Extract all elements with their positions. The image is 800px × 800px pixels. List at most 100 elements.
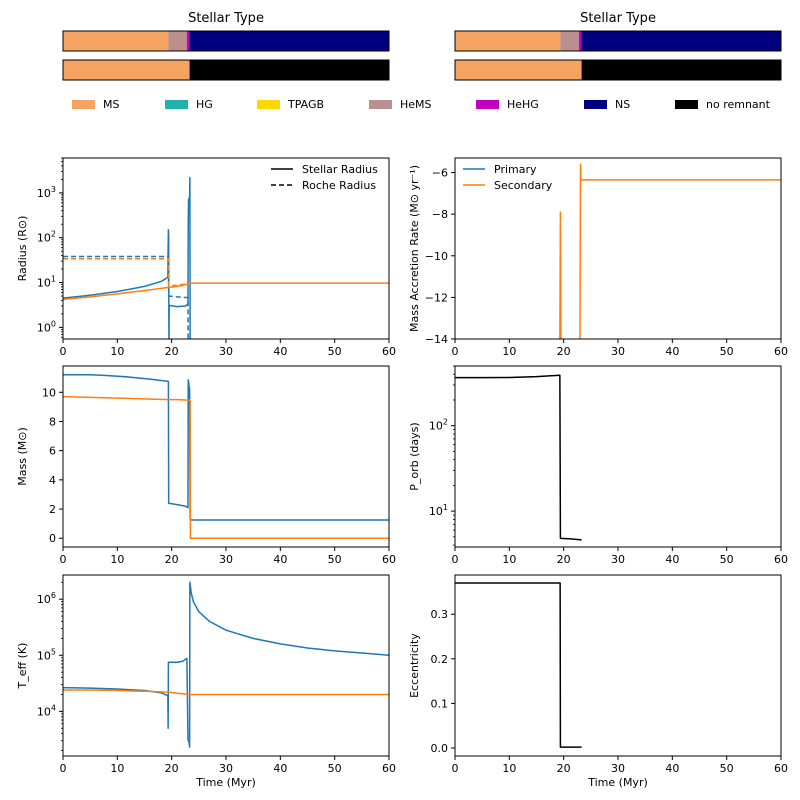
tick-label: 50 [328, 345, 342, 358]
series-group [455, 582, 582, 748]
legend-swatch [369, 100, 392, 109]
legend-swatch [476, 100, 499, 109]
stellar-type-segment [189, 60, 389, 80]
secondary-line [63, 689, 389, 696]
tick-label: 20 [557, 553, 571, 566]
tick-label: 102 [37, 230, 56, 245]
tick-label: 0.3 [431, 608, 449, 621]
binary-line [455, 582, 582, 748]
plot-frame [454, 365, 782, 548]
tick-label: −10 [425, 250, 448, 263]
plot-frame [62, 574, 390, 757]
legend-label: Primary [494, 163, 537, 176]
tick-label: 10 [42, 386, 56, 399]
tick-label: 0.0 [431, 742, 449, 755]
series-group [455, 374, 582, 541]
legend-swatch [675, 100, 698, 109]
tick-label: 40 [665, 345, 679, 358]
x-axis-label: Time (Myr) [587, 776, 648, 789]
panel-title: Stellar Type [580, 11, 656, 26]
tick-label: 8 [49, 415, 56, 428]
tick-label: 30 [219, 553, 233, 566]
legend-label: Roche Radius [302, 179, 376, 192]
accretion-chart: 0 10 20 30 40 50 60 −14 −12 −10 −8 −6 Mass Accretion… [408, 157, 788, 358]
tick-label: 100 [37, 319, 56, 334]
legend-label: HeMS [400, 98, 432, 111]
timeline-frame [454, 30, 782, 52]
tick-label: 40 [273, 553, 287, 566]
y-axis-label: Mass (M⊙) [16, 427, 29, 485]
legend-label: TPAGB [287, 98, 324, 111]
tick-label: −8 [432, 208, 448, 221]
tick-label: 104 [37, 703, 56, 718]
tick-label: 50 [720, 762, 734, 775]
stellar-type-segment [581, 60, 781, 80]
legend-swatch [165, 100, 188, 109]
teff-chart: 0 10 20 30 40 50 60 104 105 106 T_eff (K) Time (Myr… [16, 574, 396, 789]
tick-label: 0 [60, 762, 67, 775]
legend-swatch [72, 100, 95, 109]
tick-label: 10 [110, 762, 124, 775]
timeline-frame [62, 30, 390, 52]
tick-label: 0 [452, 345, 459, 358]
tick-label: 4 [49, 474, 56, 487]
stellar-type-segment [455, 31, 561, 51]
legend-label: no remnant [706, 98, 771, 111]
tick-label: 20 [165, 762, 179, 775]
legend-swatch [584, 100, 607, 109]
tick-label: 102 [429, 418, 448, 433]
tick-label: 101 [429, 503, 448, 518]
tick-label: 101 [37, 275, 56, 290]
stype-left-panel: Stellar Type [62, 11, 390, 81]
tick-label: 0 [60, 553, 67, 566]
tick-label: 50 [720, 553, 734, 566]
tick-label: 20 [165, 345, 179, 358]
series-group [63, 581, 389, 748]
y-axis-label: P_orb (days) [408, 422, 421, 490]
stype-right-panel: Stellar Type [454, 11, 782, 81]
primary-line [63, 581, 389, 748]
tick-label: 60 [774, 762, 788, 775]
primary-line [63, 255, 189, 339]
series-group [63, 374, 389, 539]
tick-label: 10 [110, 345, 124, 358]
tick-label: 6 [49, 445, 56, 458]
legend-label: HG [196, 98, 213, 111]
porb-chart: 0 10 20 30 40 50 60 101 102 P_orb (days) [408, 365, 788, 566]
stellar-type-segment [578, 31, 582, 51]
radius-chart: 0 10 20 30 40 50 60 100 101 102 103 Radius (R⊙) Stel… [16, 157, 396, 358]
ecc-chart: 0 10 20 30 40 50 60 0.0 0.1 0.2 0.3 Eccentricity Tim… [408, 574, 788, 789]
tick-label: 0 [49, 532, 56, 545]
tick-label: 10 [502, 345, 516, 358]
tick-label: 20 [557, 762, 571, 775]
panel-title: Stellar Type [188, 11, 264, 26]
y-axis-label: Radius (R⊙) [16, 216, 29, 282]
tick-label: 20 [557, 345, 571, 358]
tick-label: 103 [37, 185, 56, 200]
series-group [63, 176, 389, 339]
tick-label: 10 [110, 553, 124, 566]
y-axis-label: Mass Accretion Rate (M⊙ yr⁻¹) [408, 165, 421, 332]
stellar-type-segment [186, 31, 190, 51]
tick-label: 50 [328, 762, 342, 775]
timeline-frame [62, 59, 390, 81]
stellar-type-segment [560, 31, 579, 51]
tick-label: 0.1 [431, 697, 449, 710]
tick-label: 60 [382, 553, 396, 566]
stellar-type-segment [455, 60, 582, 80]
secondary-line [63, 282, 389, 301]
tick-label: 105 [37, 647, 56, 662]
tick-label: 30 [219, 345, 233, 358]
mass-chart: 0 10 20 30 40 50 60 0 2 4 6 8 10 Mass (M⊙) [16, 365, 396, 566]
tick-label: 10 [502, 553, 516, 566]
chart-legend: Primary Secondary [463, 163, 553, 192]
legend-label: HeHG [507, 98, 539, 111]
tick-label: 30 [611, 762, 625, 775]
tick-label: 30 [219, 762, 233, 775]
stellar-type-legend: MS HG TPAGB HeMS HeHG NS no remnant [72, 98, 771, 111]
tick-label: 50 [720, 345, 734, 358]
tick-label: 60 [382, 345, 396, 358]
y-axis-label: T_eff (K) [16, 643, 29, 690]
tick-label: 60 [774, 345, 788, 358]
legend-label: NS [615, 98, 630, 111]
